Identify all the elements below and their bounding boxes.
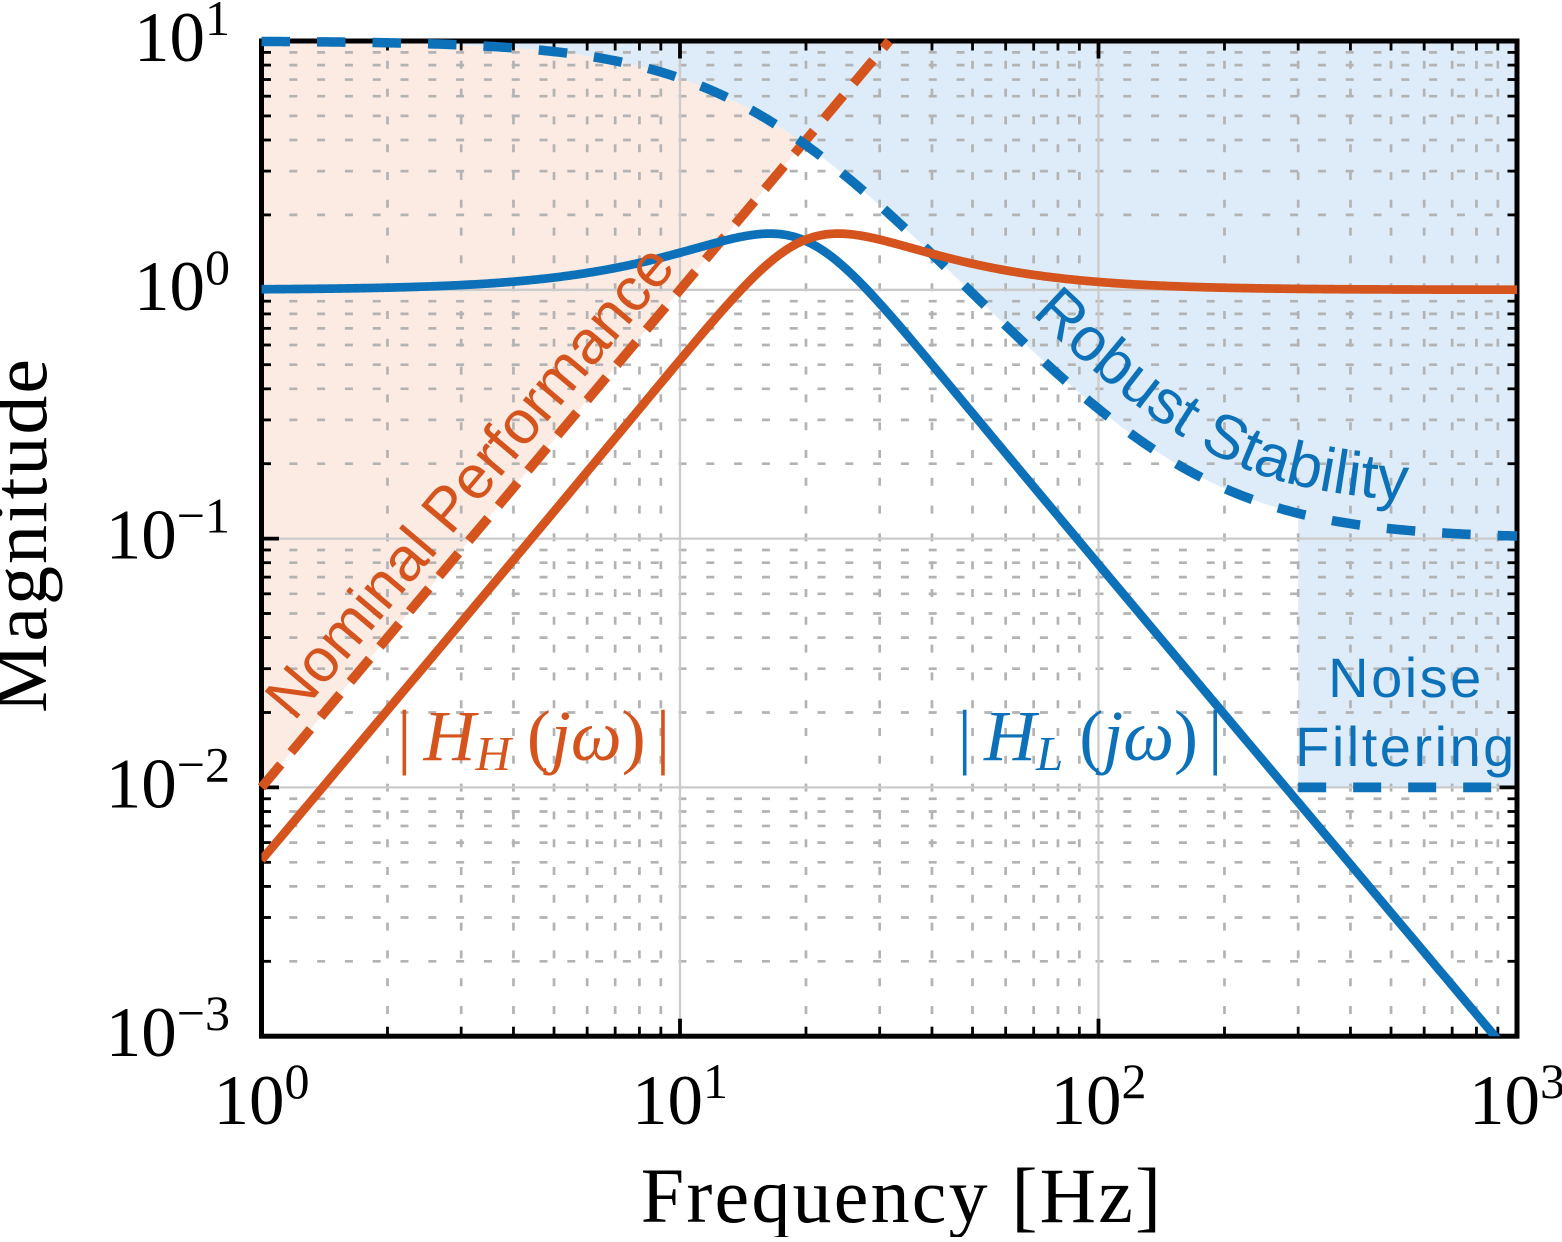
- svg-text:Noise: Noise: [1328, 646, 1484, 709]
- svg-text:|HL(jω)|: | HL (jω) |: [958, 696, 1223, 781]
- svg-text:Magnitude: Magnitude: [0, 357, 63, 713]
- svg-text:Frequency [Hz]: Frequency [Hz]: [641, 1152, 1163, 1237]
- svg-text:Filtering: Filtering: [1295, 715, 1517, 778]
- svg-text:|HH(jω)|: | HH (jω) |: [397, 696, 670, 781]
